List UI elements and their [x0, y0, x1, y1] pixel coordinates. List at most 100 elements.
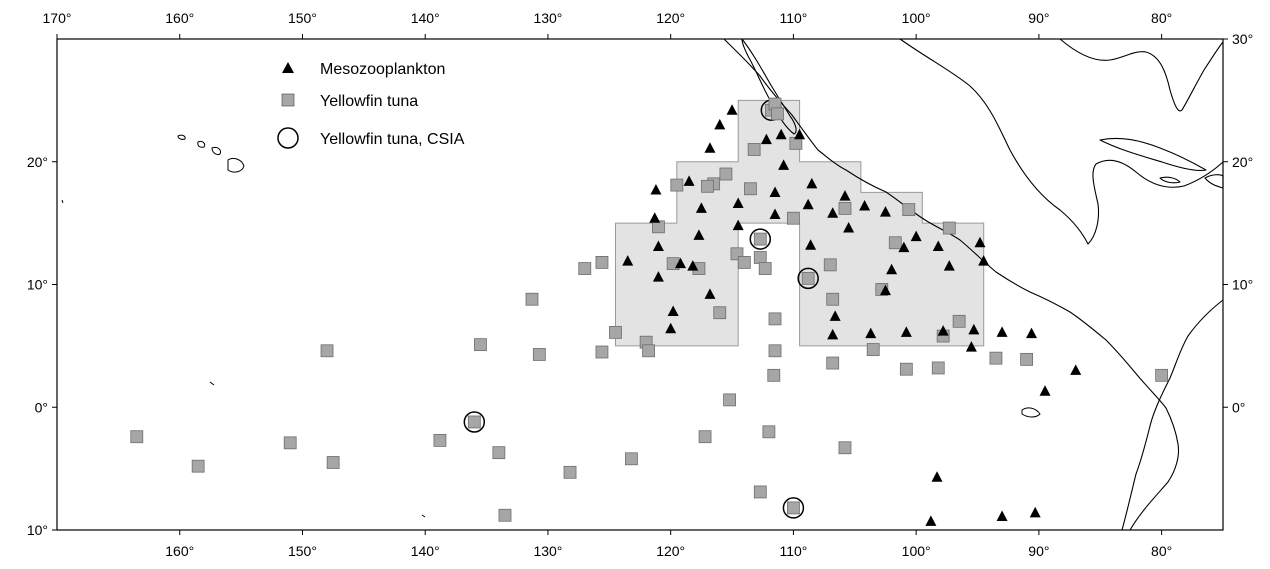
mesozooplankton-marker: [683, 175, 695, 186]
yellowfin-marker: [768, 344, 782, 358]
legend: Mesozooplankton Yellowfin tuna Yellowfin…: [277, 61, 465, 149]
mesozooplankton-marker: [1029, 506, 1041, 518]
yellowfin-marker: [433, 433, 447, 447]
mesozooplankton-marker: [778, 159, 790, 170]
mesozooplankton-marker: [839, 190, 851, 201]
top-lon-label: 140°: [411, 10, 440, 26]
mesozooplankton-marker: [865, 327, 877, 339]
yellowfin-tuna-markers: [130, 97, 1169, 522]
yellowfin-marker: [823, 258, 837, 272]
oahu-island-icon: [197, 141, 206, 148]
legend-label-yellowfin-tuna: Yellowfin tuna: [320, 93, 418, 110]
mesozooplankton-marker: [687, 260, 699, 271]
yellowfin-marker: [753, 232, 767, 246]
mesozooplankton-marker: [900, 326, 912, 337]
mesozooplankton-marker: [937, 325, 949, 336]
mesozooplankton-marker: [704, 288, 716, 299]
top-lon-label: 90°: [1028, 10, 1049, 26]
mesozooplankton-marker: [732, 219, 744, 231]
yellowfin-marker: [787, 211, 800, 225]
mesozooplankton-marker: [693, 229, 705, 240]
mesozooplankton-markers: [622, 104, 1082, 526]
axis-ticks: [52, 34, 1228, 535]
yellowfin-marker: [578, 262, 592, 275]
yellowfin-marker: [283, 436, 297, 450]
csia-marker: [797, 267, 819, 290]
yellowfin-marker: [609, 325, 622, 339]
yellowfin-marker: [320, 344, 334, 358]
mesozooplankton-marker: [1026, 327, 1038, 339]
yellowfin-marker: [952, 314, 966, 328]
yellowfin-marker: [931, 361, 945, 375]
baja-california-coastline: [741, 38, 797, 135]
yellowfin-marker: [753, 251, 767, 264]
mesozooplankton-marker: [704, 142, 716, 153]
bottom-lon-label: 150°: [288, 543, 317, 559]
mesozooplankton-marker: [925, 515, 937, 526]
mesozooplankton-marker: [732, 197, 744, 208]
mesozooplankton-marker: [859, 199, 871, 211]
mesozooplankton-marker: [667, 305, 679, 317]
mesozooplankton-marker: [769, 186, 781, 197]
mesozooplankton-marker: [968, 323, 980, 335]
yellowfin-marker: [698, 430, 712, 444]
legend-circle-icon: [277, 127, 299, 149]
right-lat-label: 30°: [1232, 31, 1253, 47]
yellowfin-marker: [838, 201, 852, 215]
bottom-lon-label: 160°: [165, 543, 194, 559]
mesozooplankton-marker: [695, 202, 707, 213]
yellowfin-marker: [942, 221, 956, 235]
mesozooplankton-marker: [879, 284, 891, 296]
bottom-lon-label: 110°: [779, 543, 807, 559]
yellowfin-marker: [744, 182, 757, 196]
yellowfin-marker: [723, 393, 736, 407]
yellowfin-marker: [467, 415, 481, 429]
mesozooplankton-marker: [622, 255, 634, 266]
mesozooplankton-marker: [805, 239, 817, 250]
yellowfin-marker: [758, 262, 772, 275]
top-lon-label: 170°: [43, 10, 72, 26]
yellowfin-marker: [563, 465, 577, 479]
maui-island-icon: [211, 147, 221, 155]
yellowfin-marker: [801, 271, 815, 285]
mesozooplankton-marker: [1039, 385, 1051, 396]
mesozooplankton-marker: [996, 510, 1008, 521]
yellowfin-marker: [191, 459, 205, 473]
top-lon-label: 130°: [533, 10, 562, 26]
top-lon-label: 160°: [165, 10, 194, 26]
yellowfin-marker: [787, 501, 800, 515]
mesozooplankton-marker: [932, 240, 944, 251]
mesozooplankton-marker: [652, 240, 664, 251]
mesozooplankton-marker: [649, 212, 661, 223]
yellowfin-marker: [595, 256, 609, 269]
mesozooplankton-marker: [910, 230, 922, 242]
csia-marker: [782, 497, 805, 519]
yellowfin-marker: [625, 452, 638, 466]
top-lon-label: 80°: [1151, 10, 1172, 26]
yellowfin-marker: [767, 368, 781, 382]
bottom-lon-label: 130°: [533, 543, 562, 559]
mesozooplankton-marker: [714, 118, 726, 130]
bottom-lon-label: 90°: [1028, 543, 1049, 559]
mesozooplankton-marker: [965, 341, 977, 352]
left-lat-label: 10°: [27, 522, 48, 538]
yellowfin-marker: [525, 292, 539, 306]
north-america-coastline: [723, 38, 1180, 531]
mesozooplankton-marker: [675, 257, 687, 269]
legend-square-icon: [281, 93, 295, 107]
galapagos-island-icon: [1021, 407, 1041, 418]
yellowfin-marker: [719, 167, 733, 181]
mesozooplankton-marker: [769, 208, 781, 220]
yellowfin-marker: [498, 508, 512, 522]
yellowfin-marker: [747, 143, 761, 156]
yellowfin-marker: [866, 343, 880, 356]
mesozooplankton-marker: [898, 241, 910, 253]
yellowfin-marker: [326, 456, 340, 469]
left-lat-label: 0°: [35, 399, 48, 415]
yellowfin-marker: [474, 338, 487, 352]
gulf-coastline: [899, 38, 1224, 245]
cuba-coastline: [1099, 137, 1207, 172]
top-lon-label: 110°: [779, 10, 807, 26]
bottom-lon-label: 100°: [902, 543, 931, 559]
